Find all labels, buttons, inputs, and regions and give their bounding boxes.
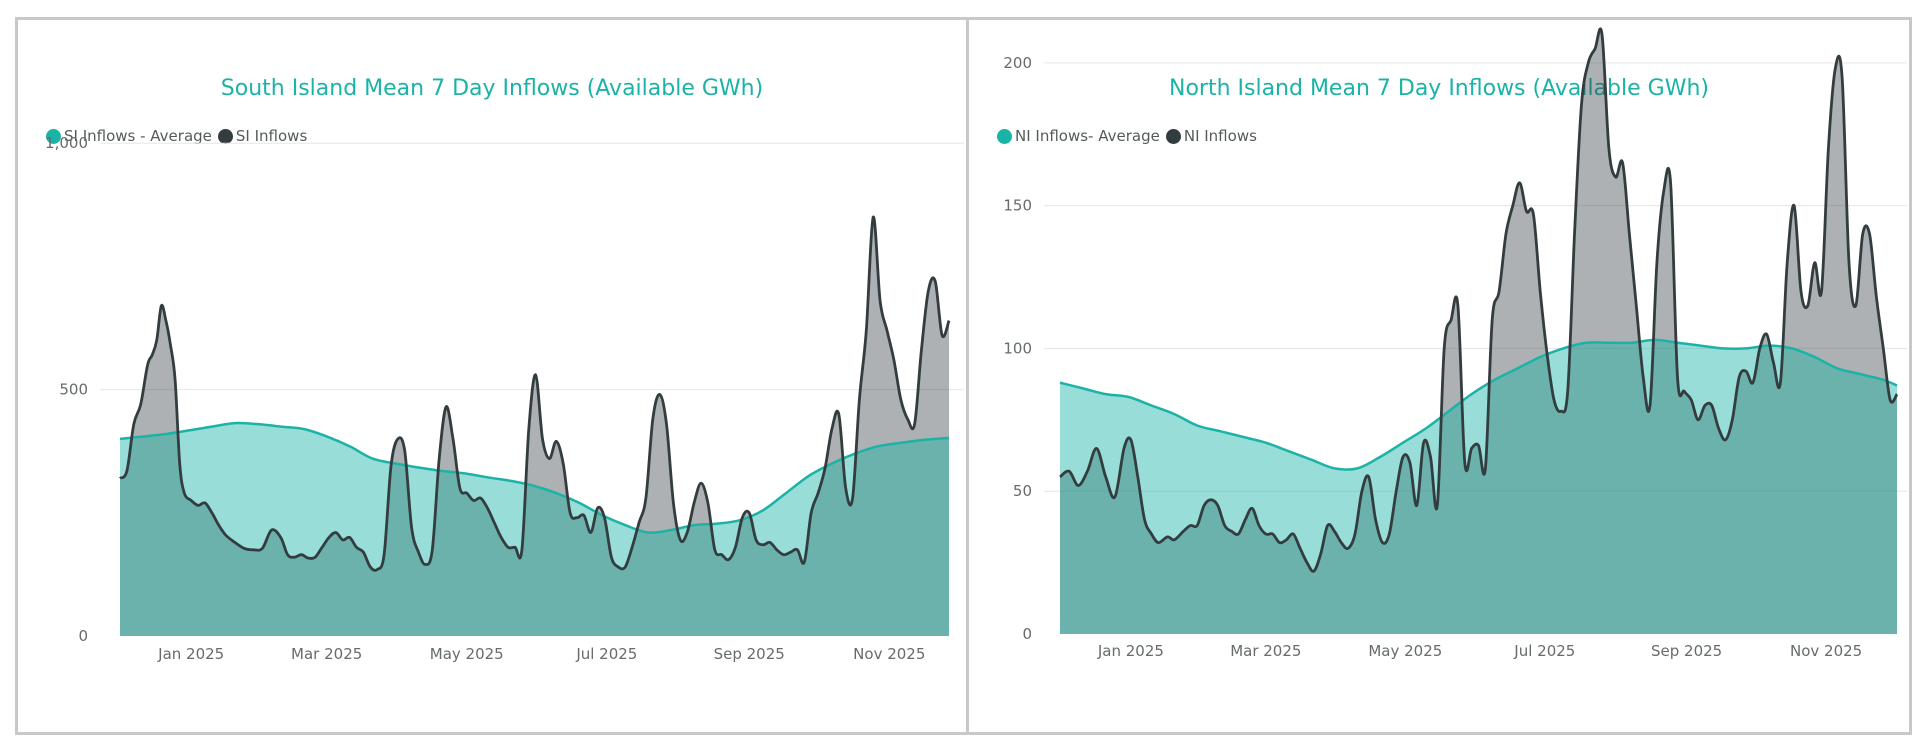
y-tick-label: 150 bbox=[1003, 197, 1032, 215]
south-island-chart-panel[interactable]: South Island Mean 7 Day Inflows (Availab… bbox=[18, 20, 966, 732]
average-area bbox=[1060, 339, 1897, 634]
x-tick-label: Nov 2025 bbox=[853, 645, 925, 663]
x-tick-label: Sep 2025 bbox=[1651, 642, 1722, 660]
legend-dot-icon bbox=[997, 128, 1012, 144]
y-tick-label: 0 bbox=[1022, 625, 1032, 643]
legend-label: SI Inflows - Average bbox=[64, 127, 212, 145]
chart-title: South Island Mean 7 Day Inflows (Availab… bbox=[220, 76, 764, 101]
x-tick-label: Mar 2025 bbox=[291, 645, 362, 663]
north-island-chart-panel[interactable]: North Island Mean 7 Day Inflows (Availab… bbox=[969, 20, 1909, 732]
legend-dot-icon bbox=[217, 128, 233, 144]
x-tick-label: May 2025 bbox=[1368, 642, 1442, 660]
average-area bbox=[120, 422, 949, 636]
x-tick-label: Jul 2025 bbox=[575, 645, 637, 663]
dashboard-frame bbox=[15, 17, 1912, 735]
inflows-area bbox=[1060, 28, 1897, 635]
chart-legend: SI Inflows - Average SI Inflows bbox=[46, 127, 313, 145]
y-tick-label: 1,000 bbox=[45, 134, 88, 152]
y-tick-label: 50 bbox=[1013, 482, 1032, 500]
x-tick-label: Jan 2025 bbox=[157, 645, 224, 663]
legend-dot-icon bbox=[1165, 128, 1181, 144]
x-tick-label: Jan 2025 bbox=[1097, 642, 1164, 660]
north-island-plot[interactable]: 0 50 100 150 200 Jan 2025 Mar 2025 May 2025 Jul … bbox=[969, 20, 1909, 732]
chart-title: North Island Mean 7 Day Inflows (Availab… bbox=[1168, 76, 1709, 101]
x-tick-label: Mar 2025 bbox=[1230, 642, 1301, 660]
average-line bbox=[119, 421, 950, 534]
y-tick-label: 500 bbox=[59, 381, 88, 399]
average-line bbox=[1059, 338, 1898, 471]
y-tick-label: 0 bbox=[78, 627, 88, 645]
legend-label: NI Inflows bbox=[1183, 127, 1257, 145]
legend-item-inflows[interactable]: NI Inflows bbox=[1165, 127, 1257, 145]
inflows-area bbox=[120, 216, 949, 636]
chart-legend: NI Inflows- Average NI Inflows bbox=[997, 127, 1263, 145]
x-tick-label: Jul 2025 bbox=[1513, 642, 1575, 660]
x-tick-label: Sep 2025 bbox=[714, 645, 785, 663]
legend-item-average[interactable]: SI Inflows - Average bbox=[46, 127, 212, 145]
inflows-line bbox=[1059, 27, 1899, 573]
panel-divider bbox=[966, 17, 969, 735]
legend-label: NI Inflows- Average bbox=[1015, 127, 1160, 145]
south-island-plot[interactable]: 0 500 1,000 Jan 2025 Mar 2025 May 2025 Jul 202… bbox=[18, 20, 966, 732]
legend-dot-icon bbox=[46, 128, 61, 144]
x-tick-label: Nov 2025 bbox=[1790, 642, 1862, 660]
legend-item-average[interactable]: NI Inflows- Average bbox=[997, 127, 1160, 145]
y-tick-label: 200 bbox=[1003, 54, 1032, 72]
y-tick-label: 100 bbox=[1003, 339, 1032, 357]
legend-label: SI Inflows bbox=[235, 127, 308, 145]
x-tick-label: May 2025 bbox=[430, 645, 504, 663]
legend-item-inflows[interactable]: SI Inflows bbox=[217, 127, 308, 145]
inflows-line bbox=[118, 215, 951, 572]
